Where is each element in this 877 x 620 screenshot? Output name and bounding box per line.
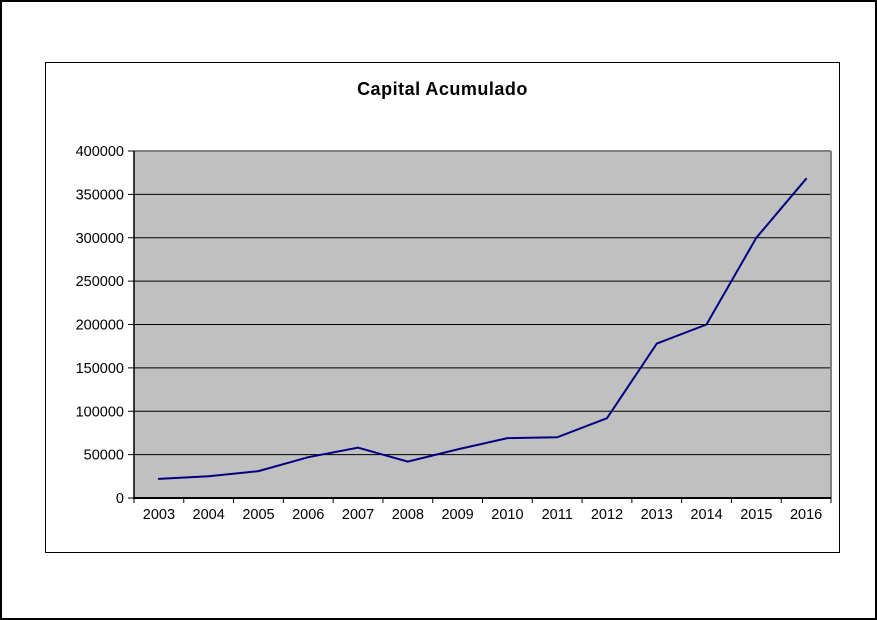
chart-container: 0 50000 100000 150000 200000 250000 300000 3500… (45, 62, 840, 553)
y-axis-label: 200000 (76, 318, 124, 334)
y-axis-label: 400000 (76, 144, 124, 160)
y-axis-label: 300000 (76, 231, 124, 247)
x-axis-label: 2013 (641, 507, 673, 523)
x-axis-label: 2003 (143, 507, 175, 523)
x-axis-label: 2007 (342, 507, 374, 523)
y-axis-label: 0 (116, 491, 124, 507)
x-axis-label: 2011 (542, 507, 573, 523)
x-axis-label: 2014 (690, 507, 722, 523)
y-axis-label: 350000 (76, 187, 124, 203)
data-line-capital-acumulado (157, 177, 808, 480)
x-axis-label: 2004 (193, 507, 225, 523)
x-axis-label: 2005 (242, 507, 274, 523)
x-axis-label: 2006 (292, 507, 324, 523)
y-axis-label: 50000 (84, 448, 124, 464)
x-axis-label: 2010 (491, 507, 523, 523)
x-axis-label: 2015 (740, 507, 772, 523)
plot-area: 0 50000 100000 150000 200000 250000 300000 3500… (76, 144, 832, 523)
y-axis-label: 100000 (76, 404, 124, 420)
x-axis-label: 2012 (591, 507, 623, 523)
x-axis-label: 2016 (790, 507, 822, 523)
chart-title: Capital Acumulado (357, 79, 528, 99)
x-axis-label: 2009 (441, 507, 473, 523)
y-axis-label: 250000 (76, 274, 124, 290)
y-axis-label: 150000 (76, 361, 124, 377)
x-axis-label: 2008 (392, 507, 424, 523)
